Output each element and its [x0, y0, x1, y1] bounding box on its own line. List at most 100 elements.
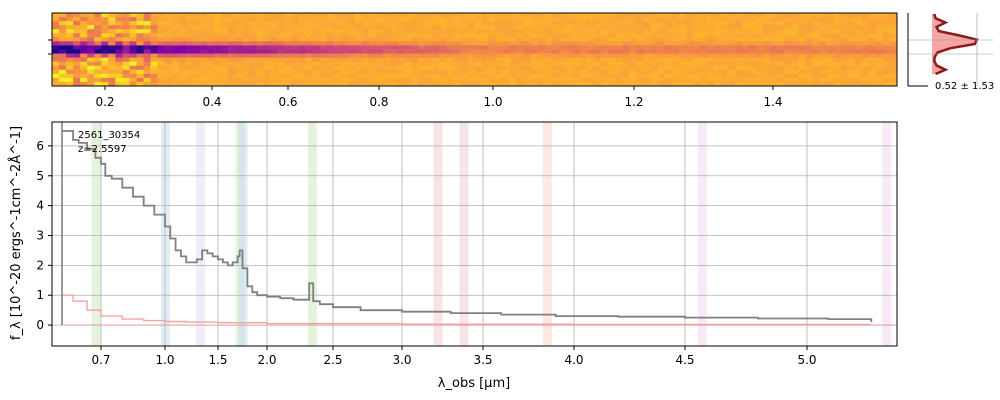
heatmap-cell: [502, 21, 511, 26]
heatmap-cell: [826, 25, 835, 30]
heatmap-cell: [685, 21, 694, 26]
heatmap-cell: [720, 61, 729, 67]
heatmap-cell: [559, 21, 567, 26]
heatmap-cell: [382, 45, 391, 50]
heatmap-cell: [432, 53, 440, 59]
heatmap-cell: [889, 21, 898, 26]
heatmap-cell: [432, 81, 440, 87]
heatmap-cell: [699, 53, 708, 59]
heatmap-cell: [305, 41, 314, 46]
heatmap-cell: [136, 61, 145, 67]
heatmap-cell: [375, 65, 384, 71]
line-band: [161, 122, 170, 346]
heatmap-cell: [868, 37, 877, 42]
heatmap-cell: [791, 65, 799, 71]
heatmap-cell: [742, 61, 750, 67]
heatmap-cell: [228, 81, 236, 87]
heatmap-cell: [650, 13, 659, 18]
heatmap-cell: [80, 13, 88, 18]
heatmap-cell: [671, 69, 680, 75]
heatmap-cell: [495, 69, 504, 75]
heatmap-cell: [143, 73, 152, 79]
heatmap-cell: [235, 69, 243, 75]
heatmap-cell: [812, 53, 821, 59]
heatmap-cell: [509, 41, 518, 46]
heatmap-cell: [382, 49, 391, 55]
heatmap-cell: [73, 57, 81, 63]
heatmap-cell: [847, 41, 856, 46]
heatmap-cell: [622, 21, 630, 26]
heatmap-cell: [94, 17, 102, 22]
heatmap-cell: [685, 41, 694, 46]
heatmap-cell: [319, 61, 328, 67]
heatmap-cell: [826, 57, 835, 63]
heatmap-cell: [805, 25, 813, 30]
heatmap-cell: [333, 65, 342, 71]
heatmap-cell: [333, 69, 342, 75]
heatmap-cell: [425, 77, 433, 83]
heatmap-cell: [87, 73, 95, 79]
heatmap-cell: [791, 73, 799, 79]
heatmap-cell: [551, 37, 560, 42]
heatmap-cell: [868, 65, 877, 71]
heatmap-cell: [516, 41, 525, 46]
heatmap-cell: [636, 77, 644, 83]
heatmap-cell: [249, 41, 257, 46]
heatmap-cell: [706, 61, 715, 67]
heatmap-cell: [171, 57, 180, 63]
heatmap-cell: [425, 53, 433, 59]
heatmap-cell: [397, 29, 405, 34]
heatmap-cell: [256, 37, 264, 42]
heatmap-cell: [777, 13, 785, 18]
heatmap-cell: [94, 25, 102, 30]
heatmap-cell: [699, 25, 708, 30]
heatmap-cell: [692, 37, 701, 42]
heatmap-cell: [418, 25, 426, 30]
heatmap-cell: [826, 69, 835, 75]
heatmap-cell: [861, 69, 870, 75]
heatmap-cell: [404, 17, 412, 22]
heatmap-cell: [101, 37, 109, 42]
heatmap-cell: [875, 29, 884, 34]
heatmap-cell: [305, 13, 314, 18]
heatmap-cell: [840, 65, 849, 71]
heatmap-cell: [446, 69, 454, 75]
heatmap-cell: [277, 73, 285, 79]
heatmap-cell: [242, 53, 250, 59]
heatmap-cell: [326, 81, 335, 87]
heatmap-cell: [784, 77, 792, 83]
line-band: [238, 122, 248, 346]
heatmap-cell: [122, 41, 130, 46]
heatmap-cell: [235, 13, 243, 18]
heatmap-cell: [319, 57, 328, 63]
heatmap-cell: [559, 81, 567, 87]
heatmap-cell: [171, 53, 180, 59]
heatmap-cell: [713, 37, 722, 42]
heatmap-cell: [418, 29, 426, 34]
heatmap-cell: [382, 61, 391, 67]
heatmap-cell: [502, 65, 511, 71]
heatmap-cell: [664, 69, 673, 75]
heatmap-cell: [347, 53, 356, 59]
heatmap-cell: [101, 33, 109, 38]
heatmap-cell: [580, 33, 588, 38]
heatmap-cell: [312, 73, 321, 79]
heatmap-cell: [580, 65, 588, 71]
heatmap-cell: [509, 77, 518, 83]
heatmap-cell: [221, 33, 229, 38]
heatmap-cell: [213, 81, 222, 87]
heatmap-cell: [122, 81, 130, 87]
heatmap-cell: [495, 25, 504, 30]
heatmap-cell: [481, 37, 490, 42]
heatmap-cell: [742, 57, 750, 63]
heatmap-cell: [706, 81, 715, 87]
heatmap-cell: [242, 61, 250, 67]
heatmap-cell: [777, 61, 785, 67]
heatmap-cell: [375, 73, 384, 79]
heatmap-cell: [544, 69, 553, 75]
heatmap-cell: [573, 21, 581, 26]
heatmap-cell: [453, 33, 461, 38]
heatmap-cell: [481, 17, 490, 22]
heatmap-cell: [861, 33, 870, 38]
heatmap-cell: [242, 37, 250, 42]
